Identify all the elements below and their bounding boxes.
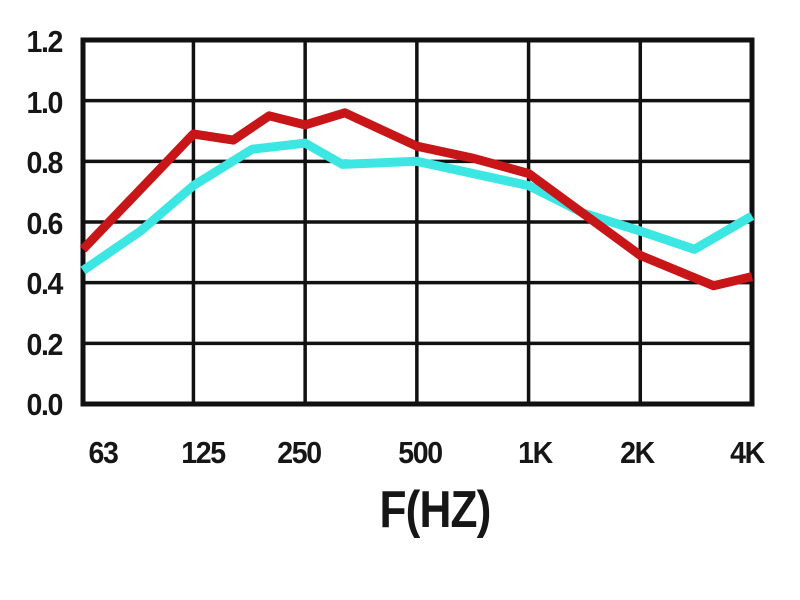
y-tick-label: 1.0	[26, 85, 63, 120]
y-tick-label: 0.2	[26, 327, 63, 362]
red-curve	[79, 108, 754, 291]
y-tick-label: 0.4	[26, 266, 63, 301]
x-tick-label: 2K	[620, 435, 655, 470]
y-tick-label: 0.0	[26, 387, 63, 422]
x-tick-label: 63	[88, 435, 119, 470]
y-tick-label: 1.2	[26, 24, 63, 59]
x-tick-label: 500	[398, 435, 443, 470]
x-tick-label: 250	[277, 435, 322, 470]
x-tick-label: 4K	[730, 435, 765, 470]
plot-border	[80, 37, 755, 407]
x-axis-title: F(HZ)	[379, 481, 491, 539]
y-tick-label: 0.6	[26, 206, 63, 241]
x-tick-label: 1K	[518, 435, 553, 470]
y-tick-label: 0.8	[26, 145, 63, 180]
x-tick-label: 125	[181, 435, 226, 470]
cyan-curve	[80, 138, 755, 275]
